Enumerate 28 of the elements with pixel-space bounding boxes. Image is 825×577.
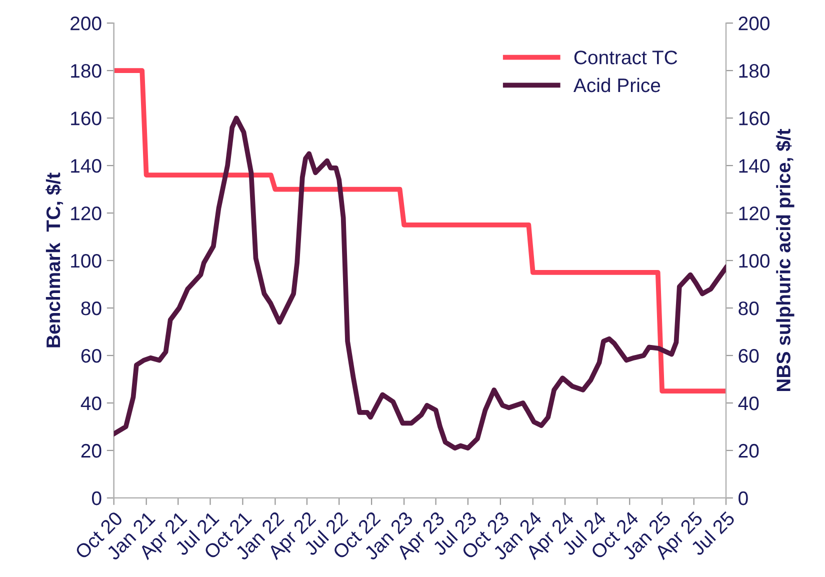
y2-tick-label: 100 [739,254,770,268]
y-tick-label: 0 [92,491,102,506]
y2-tick-label: 20 [738,444,759,458]
y-tick-label: 180 [71,64,102,78]
y-tick-label: 60 [81,348,102,363]
legend-label: Acid Price [573,78,660,92]
line-series [114,68,726,394]
y-tick-label: 80 [81,301,102,316]
y2-tick-label: 0 [738,491,748,506]
y2-tick-label: 160 [739,112,770,126]
legend-label: Contract TC [574,50,678,64]
y2-tick-label: 80 [738,301,759,316]
y-tick-label: 100 [71,254,102,268]
y-tick-label: 140 [71,159,102,173]
y2-tick-label: 200 [738,16,770,30]
y-tick-label: 40 [80,396,102,410]
line-series [114,116,726,451]
y2-tick-label: 40 [738,396,759,410]
y-axis-title: Benchmark TC, $/t [46,172,64,348]
y2-tick-label: 60 [738,348,759,363]
y-tick-label: 200 [70,16,102,30]
y-tick-label: 160 [71,112,102,126]
y2-tick-label: 140 [739,159,770,173]
y-tick-label: 20 [81,444,102,458]
y-tick-label: 120 [71,206,102,220]
y2-tick-label: 120 [739,206,770,220]
y2-axis-title: NBS sulphuric acid price, $/t [776,128,794,392]
y2-tick-label: 180 [739,64,770,78]
